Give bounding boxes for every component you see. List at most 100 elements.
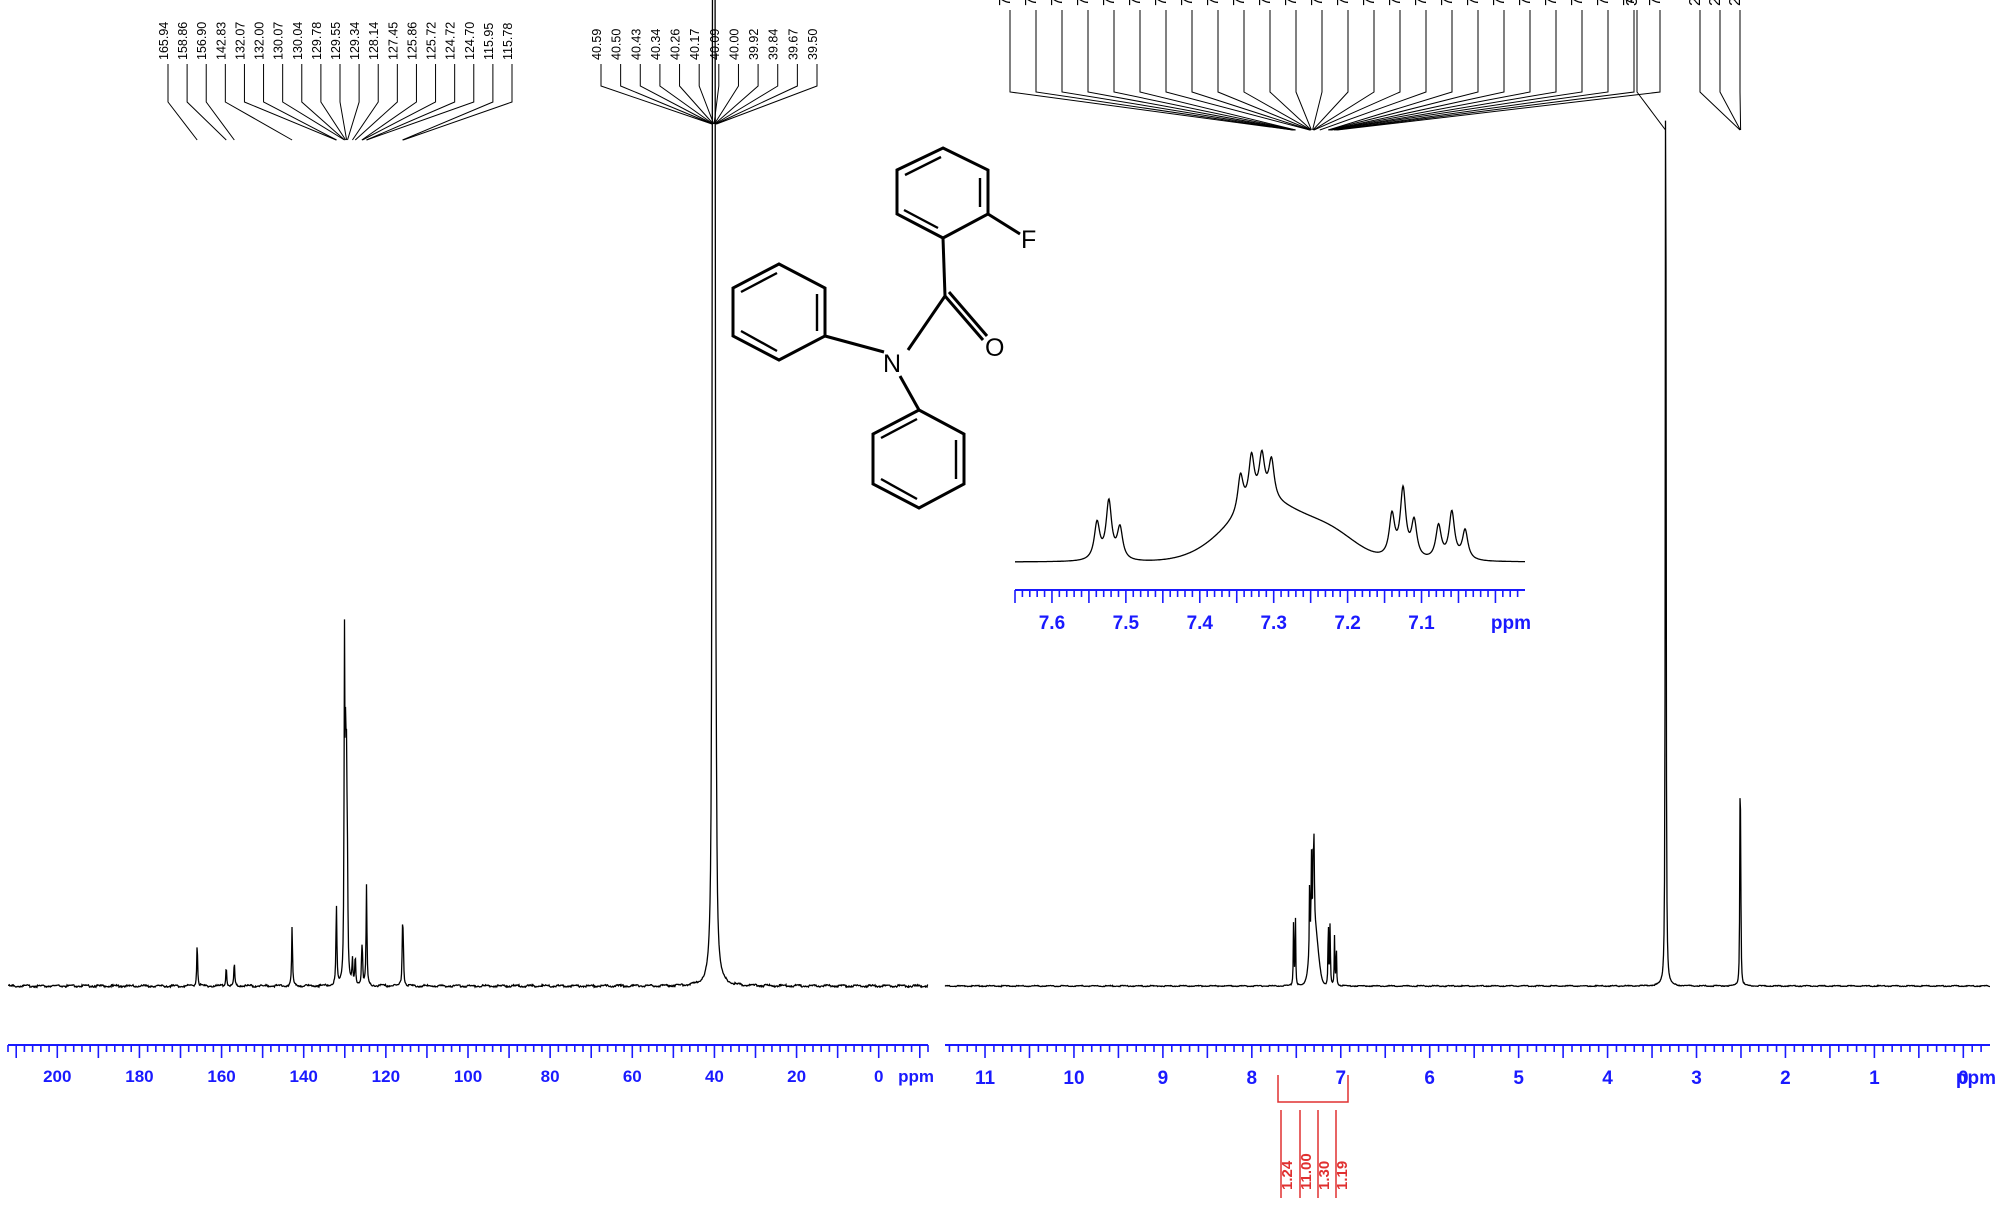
c13-label-leader (186, 64, 227, 141)
h1-label-leader (1330, 10, 1557, 131)
c13-peak-label: 130.04 (291, 22, 305, 60)
c13-unit-label: ppm (898, 1067, 934, 1086)
c13-label-leader (167, 64, 198, 141)
c13-peak-label: 124.70 (463, 22, 477, 60)
h1-peak-label: 7.302 (1387, 0, 1404, 6)
h1-peak-label: 7.306 (1361, 0, 1378, 6)
h1-label-leader (1313, 10, 1401, 131)
c13-label-leader (320, 64, 347, 141)
c13-label-leader (361, 64, 417, 141)
h1-peak-label: 7.521 (1075, 0, 1092, 6)
h1-peak-label: 7.334 (1231, 0, 1248, 6)
c13-label-leader (713, 64, 720, 125)
c13-peak-label: 40.43 (629, 29, 643, 60)
h1-tick-label: 7 (1335, 1068, 1346, 1089)
c13-peak-label: 40.26 (669, 29, 683, 60)
h1-label-leader (1739, 10, 1742, 131)
c13-peak-label: 125.86 (405, 22, 419, 60)
c13-tick-label: 120 (372, 1067, 400, 1086)
c13-label-leader (205, 64, 235, 141)
h1-label-leader (1319, 10, 1427, 131)
h1-peak-label: 7.059 (1621, 0, 1638, 6)
h1-peak-label: 7.524 (1049, 0, 1066, 6)
integral-value: 11.00 (1298, 1153, 1315, 1190)
inset-tick-label: 7.2 (1334, 613, 1360, 634)
atom-label-n: N (883, 350, 901, 378)
h1-label-leader (1035, 10, 1294, 131)
h1-tick-label: 6 (1424, 1068, 1435, 1089)
c13-label-leader (714, 64, 759, 125)
h1-tick-label: 5 (1513, 1068, 1524, 1089)
h1-label-leader (1329, 10, 1531, 131)
c13-label-leader (243, 64, 337, 141)
c13-peak-label: 40.09 (708, 29, 722, 60)
bond-nitrogen-to-upper-phenyl (824, 334, 885, 354)
h1-aromatic-inset: 7.6 7.5 7.4 7.3 7.2 7.1 ppm (1014, 449, 1531, 634)
h1-tick-label: 1 (1869, 1068, 1880, 1089)
c13-peak-label: 39.92 (747, 29, 761, 60)
h1-label-leader (1335, 10, 1635, 131)
h1-peak-label: 7.332 (1257, 0, 1274, 6)
c13-label-leader (366, 64, 475, 141)
h1-peak-label: 7.345 (1179, 0, 1196, 6)
bond-carbonyl-oxygen-2 (947, 291, 989, 337)
h1-label-leader (1333, 10, 1609, 131)
fluorophenyl-ring (895, 146, 990, 240)
h1-peak-label: 7.041 (1647, 0, 1664, 6)
c13-tick-label: 200 (43, 1067, 71, 1086)
c13-tick-label: 100 (454, 1067, 482, 1086)
c13-tick-label: 180 (125, 1067, 153, 1086)
c13-label-leader (301, 64, 345, 141)
h1-peak-label: 7.141 (1439, 0, 1456, 6)
h1-tick-label: 2 (1780, 1068, 1791, 1089)
c13-tick-label: 40 (705, 1067, 724, 1086)
bond-ring-to-fluorine (987, 212, 1021, 236)
c13-label-leader (679, 64, 714, 125)
c13-peak-label: 115.95 (482, 23, 496, 60)
h1-tick-label: 3 (1691, 1068, 1702, 1089)
c13-label-leader (639, 64, 713, 125)
h1-label-leader (1329, 10, 1505, 131)
h1-label-leader (1191, 10, 1311, 131)
h1-label-leader (1061, 10, 1295, 131)
c13-peak-label: 127.45 (386, 22, 400, 60)
c13-peak-label: 132.07 (233, 22, 247, 60)
c13-peak-label: 129.34 (348, 22, 362, 60)
h1-peak-label: 7.313 (1335, 0, 1352, 6)
c13-label-leader (352, 64, 379, 141)
c13-peak-label: 40.34 (649, 29, 663, 60)
h1-peak-label: 2.511 (1687, 0, 1704, 6)
c13-peak-label: 165.94 (157, 22, 171, 60)
c13-label-leader (282, 64, 345, 141)
c13-peak-label: 128.14 (367, 22, 381, 60)
h1-label-leader (1337, 10, 1661, 131)
integral-value: 1.24 (1279, 1160, 1296, 1190)
c13-label-leader (403, 64, 513, 141)
n-phenyl-ring-lower (871, 408, 966, 510)
c13-label-leader (347, 64, 360, 141)
c13-label-leader (366, 64, 456, 141)
h1-spectrum-panel: 11109876543210ppm7.5397.5367.5247.5217.5… (944, 0, 1996, 1198)
h1-label-leader (1113, 10, 1296, 131)
c13-tick-label: 60 (623, 1067, 642, 1086)
c13-label-leader (714, 64, 779, 125)
molecule-structure: F N O (731, 146, 1036, 510)
integral-value: 1.30 (1316, 1161, 1333, 1190)
bond-ring-to-carbonyl (941, 237, 947, 297)
c13-label-leader (714, 64, 739, 125)
c13-tick-label: 140 (290, 1067, 318, 1086)
c13-tick-label: 160 (207, 1067, 235, 1086)
n-phenyl-ring-upper (731, 262, 827, 362)
c13-label-leader (698, 64, 715, 125)
c13-peak-label: 132.00 (253, 22, 267, 60)
c13-label-leader (620, 64, 713, 125)
c13-label-leader (716, 64, 818, 125)
c13-peak-label: 40.00 (727, 29, 741, 60)
h1-peak-label: 7.139 (1465, 0, 1482, 6)
h1-tick-label: 8 (1247, 1068, 1258, 1089)
c13-peak-label: 130.07 (272, 22, 286, 60)
h1-label-leader (1328, 10, 1479, 131)
c13-peak-label: 40.59 (590, 29, 604, 60)
